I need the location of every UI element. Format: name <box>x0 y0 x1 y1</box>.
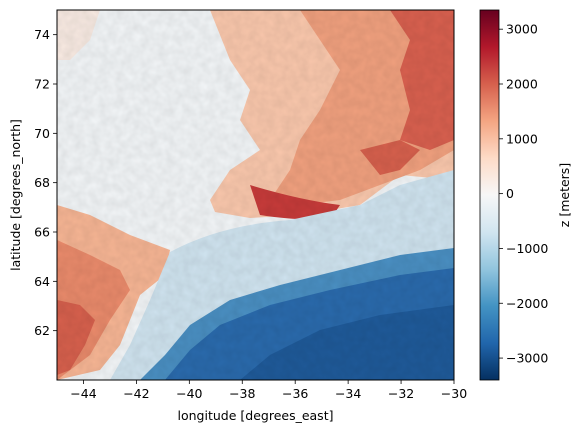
y-tick-label: 64 <box>34 274 50 289</box>
heatmap-texture <box>57 10 454 380</box>
colorbar-axis: −3000 −2000 −1000 0 1000 2000 3000 <box>499 22 548 366</box>
y-tick-label: 74 <box>34 27 50 42</box>
x-axis: −44 −42 −40 −38 −36 −34 −32 −30 <box>70 380 467 401</box>
plot-frame <box>56 9 455 381</box>
colorbar-tick-label: 0 <box>506 186 514 201</box>
y-axis: 62 64 66 68 70 72 74 <box>34 27 57 338</box>
x-axis-label: longitude [degrees_east] <box>178 408 334 423</box>
y-tick-label: 62 <box>34 323 50 338</box>
colorbar <box>479 9 500 381</box>
colorbar-label: z [meters] <box>557 163 572 227</box>
colorbar-tick-label: −2000 <box>506 296 548 311</box>
y-axis-label: latitude [degrees_north] <box>8 119 23 271</box>
x-tick-label: −36 <box>282 386 308 401</box>
x-tick-label: −34 <box>335 386 361 401</box>
colorbar-tick-label: −3000 <box>506 351 548 366</box>
x-tick-label: −40 <box>176 386 202 401</box>
colorbar-tick-label: 1000 <box>506 131 538 146</box>
x-tick-label: −42 <box>123 386 149 401</box>
y-tick-label: 66 <box>34 225 50 240</box>
x-tick-label: −38 <box>229 386 255 401</box>
colorbar-tick-label: 3000 <box>506 22 538 37</box>
y-tick-label: 72 <box>34 77 50 92</box>
x-tick-label: −32 <box>388 386 414 401</box>
y-tick-label: 68 <box>34 175 50 190</box>
x-tick-label: −44 <box>70 386 96 401</box>
y-tick-label: 70 <box>34 126 50 141</box>
heatmap <box>57 10 454 380</box>
x-tick-label: −30 <box>441 386 467 401</box>
colorbar-tick-label: −1000 <box>506 241 548 256</box>
colorbar-tick-label: 2000 <box>506 77 538 92</box>
